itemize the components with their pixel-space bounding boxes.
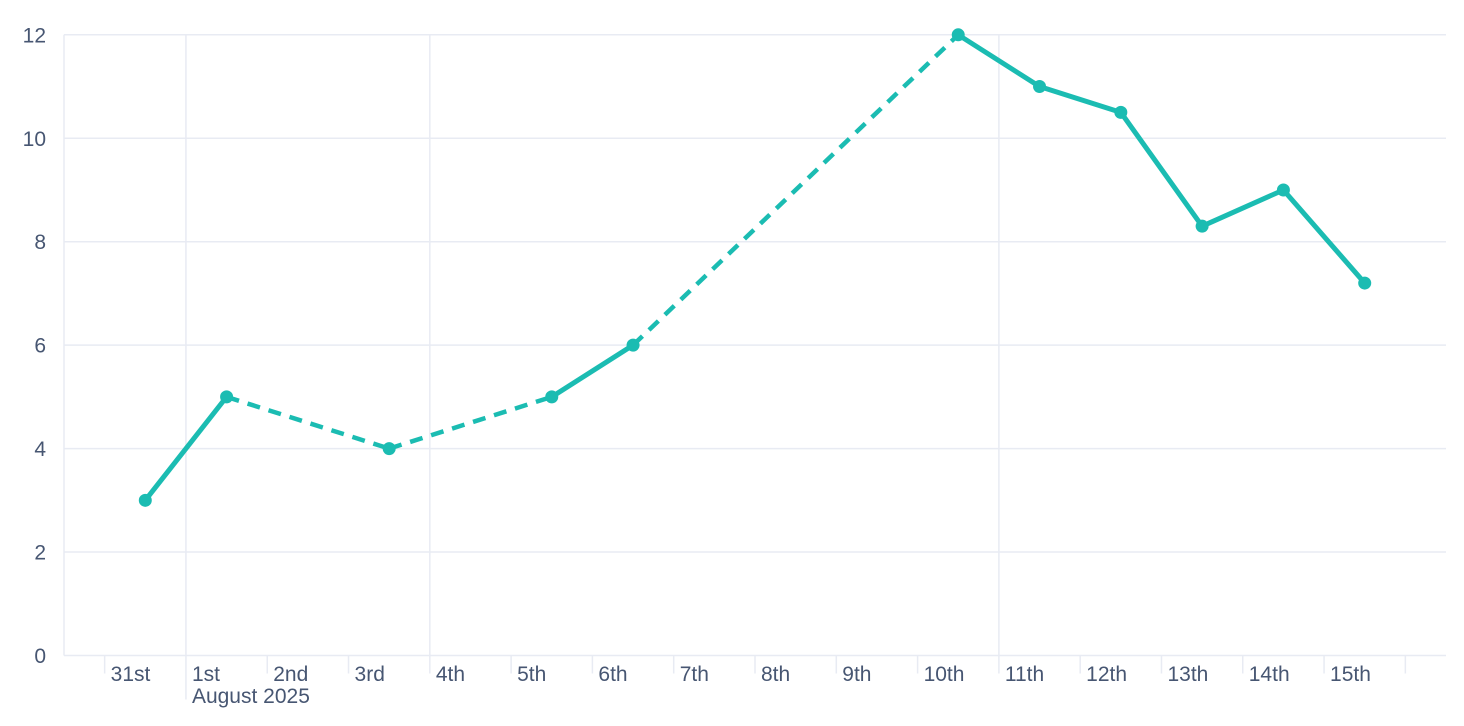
x-tick-label: 10th xyxy=(924,663,965,686)
x-tick-label: 5th xyxy=(517,663,546,686)
series-line-segment xyxy=(1280,187,1368,286)
x-tick-label: 15th xyxy=(1330,663,1371,686)
x-tick-label: 2nd xyxy=(273,663,308,686)
x-tick-label: 9th xyxy=(842,663,871,686)
data-point-marker xyxy=(1033,80,1047,94)
x-tick-label: 3rd xyxy=(355,663,385,686)
month-label: August 2025 xyxy=(192,685,310,708)
series-gap-segment xyxy=(225,394,390,451)
series-gap-segment xyxy=(388,394,553,451)
x-tick-label: 11th xyxy=(1005,663,1044,686)
data-point-marker xyxy=(951,28,965,42)
y-tick-label: 2 xyxy=(34,542,46,565)
x-tick-label: 7th xyxy=(680,663,709,686)
y-tick-label: 4 xyxy=(34,438,46,461)
data-point-marker xyxy=(1114,105,1128,119)
x-tick-label: 1st xyxy=(192,663,220,686)
y-tick-label: 10 xyxy=(23,128,46,151)
series-line-segment xyxy=(955,32,1043,90)
data-point-marker xyxy=(1276,183,1290,197)
data-point-marker xyxy=(545,390,559,404)
x-tick-label: 4th xyxy=(436,663,465,686)
x-tick-label: 12th xyxy=(1086,663,1127,686)
x-tick-label: 8th xyxy=(761,663,790,686)
x-tick-label: 13th xyxy=(1167,663,1208,686)
data-point-marker xyxy=(1195,219,1209,233)
series-line-segment xyxy=(1118,109,1205,229)
x-tick-label: 14th xyxy=(1249,663,1290,686)
series-gap-segment xyxy=(631,33,960,347)
y-tick-label: 12 xyxy=(23,24,46,47)
series-line-segment xyxy=(1037,84,1124,115)
y-tick-label: 6 xyxy=(34,335,46,358)
y-tick-label: 0 xyxy=(34,645,46,668)
series-line-segment xyxy=(142,394,230,503)
series-line-segment xyxy=(549,342,636,400)
y-tick-label: 8 xyxy=(34,231,46,254)
series-line-segment xyxy=(1199,187,1286,229)
data-point-marker xyxy=(626,338,640,352)
data-point-marker xyxy=(1358,276,1372,290)
data-point-marker xyxy=(382,442,396,456)
x-tick-label: 6th xyxy=(598,663,627,686)
data-point-marker xyxy=(220,390,234,404)
x-tick-label: 31st xyxy=(111,663,151,686)
data-point-marker xyxy=(138,493,152,507)
